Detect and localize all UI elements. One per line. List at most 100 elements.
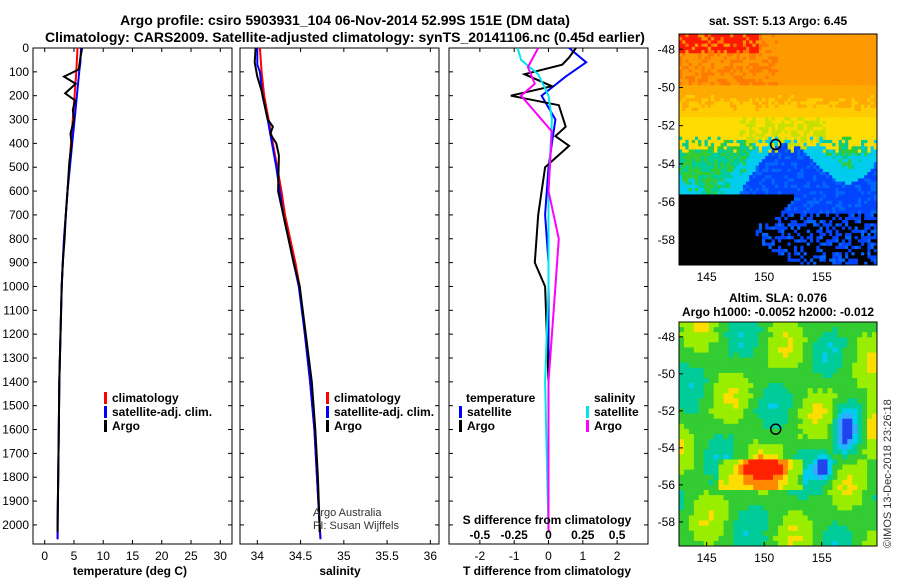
map-cell <box>851 194 855 198</box>
map-cell <box>781 76 785 80</box>
map-cell <box>695 50 699 54</box>
map-cell <box>699 526 704 531</box>
map-cell <box>752 130 756 134</box>
map-cell <box>752 188 756 192</box>
map-cell <box>768 249 772 253</box>
map-cell <box>845 105 849 109</box>
map-cell <box>823 162 827 166</box>
map-cell <box>743 204 747 208</box>
map-cell <box>791 79 795 83</box>
map-cell <box>851 236 855 240</box>
map-cell <box>695 146 699 150</box>
map-cell <box>820 114 824 118</box>
map-cell <box>717 37 721 41</box>
map-cell <box>724 69 728 73</box>
map-cell <box>746 40 750 44</box>
map-cell <box>692 172 696 176</box>
map-cell <box>695 259 699 263</box>
map-cell <box>765 105 769 109</box>
map-cell <box>823 98 827 102</box>
map-cell <box>772 194 776 198</box>
map-cell <box>858 162 862 166</box>
map-cell <box>810 95 814 99</box>
map-cell <box>864 114 868 118</box>
map-cell <box>736 47 740 51</box>
map-cell <box>855 214 859 218</box>
map-cell <box>781 178 785 182</box>
map-cell <box>800 259 804 263</box>
map-cell <box>813 76 817 80</box>
map-cell <box>689 454 694 459</box>
map-cell <box>820 198 824 202</box>
map-cell <box>842 85 846 89</box>
map-cell <box>845 53 849 57</box>
map-cell <box>736 188 740 192</box>
map-cell <box>820 82 824 86</box>
map-x-tick-label: 150 <box>754 270 774 284</box>
map-cell <box>752 82 756 86</box>
map-cell <box>800 217 804 221</box>
map-cell <box>842 47 846 51</box>
map-cell <box>724 44 728 48</box>
map-cell <box>835 53 839 57</box>
map-cell <box>698 44 702 48</box>
map-cell <box>694 337 699 342</box>
map-cell <box>810 191 814 195</box>
x-tick-label: -1 <box>509 549 520 563</box>
map-cell <box>679 117 683 121</box>
map-cell <box>839 53 843 57</box>
map-cell <box>810 198 814 202</box>
map-cell <box>717 150 721 154</box>
map-cell <box>794 137 798 141</box>
map-cell <box>810 204 814 208</box>
map-cell <box>724 223 728 227</box>
map-cell <box>858 188 862 192</box>
map-cell <box>791 223 795 227</box>
map-cell <box>851 73 855 77</box>
map-cell <box>679 204 683 208</box>
map-cell <box>746 233 750 237</box>
map-cell <box>788 47 792 51</box>
map-cell <box>694 327 699 332</box>
map-cell <box>823 44 827 48</box>
map-cell <box>871 191 875 195</box>
map-cell <box>788 249 792 253</box>
map-cell <box>749 230 753 234</box>
map-cell <box>845 246 849 250</box>
map-cell <box>679 259 683 263</box>
map-cell <box>749 246 753 250</box>
map-cell <box>829 143 833 147</box>
map-cell <box>756 114 760 118</box>
map-cell <box>743 50 747 54</box>
map-cell <box>855 117 859 121</box>
map-cell <box>788 185 792 189</box>
map-cell <box>848 79 852 83</box>
map-cell <box>756 150 760 154</box>
map-cell <box>717 95 721 99</box>
map-cell <box>694 429 699 434</box>
map-cell <box>746 249 750 253</box>
map-cell <box>861 66 865 70</box>
map-cell <box>740 220 744 224</box>
map-cell <box>794 188 798 192</box>
map-cell <box>848 236 852 240</box>
map-cell <box>730 236 734 240</box>
map-cell <box>733 130 737 134</box>
map-cell <box>867 137 871 141</box>
map-cell <box>861 153 865 157</box>
map-cell <box>724 243 728 247</box>
map-cell <box>682 207 686 211</box>
map-cell <box>740 101 744 105</box>
map-cell <box>781 223 785 227</box>
map-cell <box>855 95 859 99</box>
map-cell <box>823 133 827 137</box>
map-cell <box>794 236 798 240</box>
map-cell <box>689 429 694 434</box>
map-cell <box>845 69 849 73</box>
map-cell <box>867 172 871 176</box>
map-cell <box>835 37 839 41</box>
map-cell <box>749 98 753 102</box>
map-cell <box>721 76 725 80</box>
map-cell <box>692 153 696 157</box>
map-cell <box>768 188 772 192</box>
